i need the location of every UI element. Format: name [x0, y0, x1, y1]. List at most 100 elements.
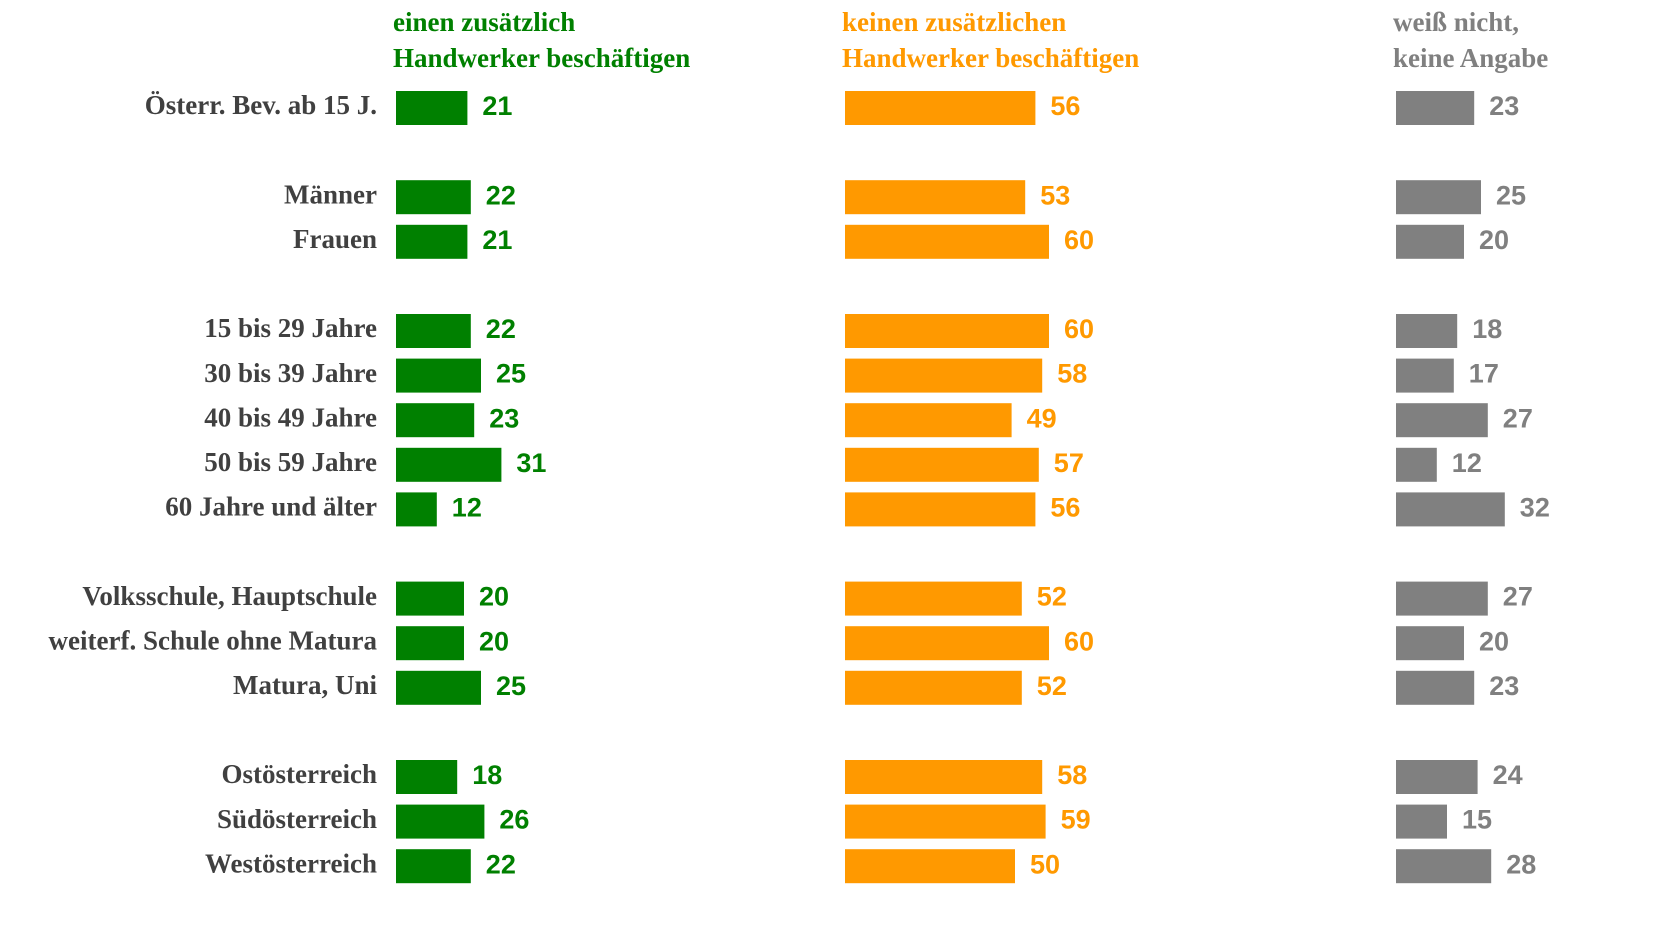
bar — [396, 358, 481, 393]
bar — [1396, 760, 1478, 794]
value-label: 52 — [1037, 582, 1067, 612]
bar — [845, 180, 1026, 215]
bar — [1396, 492, 1505, 527]
value-label: 58 — [1057, 760, 1087, 790]
bar — [396, 403, 475, 438]
bar — [396, 626, 464, 661]
value-label: 15 — [1462, 805, 1492, 835]
value-label: 20 — [1479, 626, 1509, 656]
value-label: 23 — [489, 403, 519, 433]
value-label: 59 — [1061, 805, 1091, 835]
bar — [396, 581, 464, 616]
value-label: 27 — [1503, 403, 1533, 433]
value-label: 31 — [516, 448, 546, 478]
bar — [396, 180, 471, 215]
value-label: 20 — [479, 626, 509, 656]
bar — [1396, 403, 1488, 438]
value-label: 56 — [1050, 493, 1080, 523]
bar — [845, 358, 1043, 393]
bar — [396, 314, 471, 348]
bar — [845, 804, 1046, 839]
category-label: 40 bis 49 Jahre — [204, 402, 377, 432]
value-label: 23 — [1489, 671, 1519, 701]
bar — [396, 224, 468, 259]
category-label: Frauen — [293, 224, 377, 254]
value-label: 18 — [1472, 314, 1502, 344]
bar — [1396, 581, 1488, 616]
bar — [845, 403, 1012, 438]
value-label: 12 — [452, 493, 482, 523]
value-label: 22 — [486, 314, 516, 344]
value-label: 20 — [479, 582, 509, 612]
bar — [396, 760, 458, 794]
value-label: 52 — [1037, 671, 1067, 701]
value-label: 22 — [486, 180, 516, 210]
value-label: 17 — [1469, 359, 1499, 389]
bar — [845, 492, 1036, 527]
category-label: 15 bis 29 Jahre — [204, 313, 377, 343]
bar — [845, 760, 1043, 794]
value-label: 49 — [1027, 403, 1057, 433]
value-label: 32 — [1520, 493, 1550, 523]
bar — [1396, 224, 1464, 259]
value-label: 50 — [1030, 849, 1060, 879]
category-label: 50 bis 59 Jahre — [204, 447, 377, 477]
bar — [845, 849, 1015, 884]
bar — [1396, 314, 1458, 348]
bar — [396, 492, 437, 527]
value-label: 12 — [1452, 448, 1482, 478]
bar — [1396, 849, 1492, 884]
bar — [396, 91, 468, 125]
value-label: 28 — [1506, 849, 1536, 879]
bar — [1396, 180, 1481, 215]
bar — [1396, 804, 1447, 839]
value-label: 21 — [482, 225, 512, 255]
bar — [845, 581, 1022, 616]
series-header: weiß nicht, keine Angabe — [1393, 7, 1549, 73]
category-label: Volksschule, Hauptschule — [82, 581, 377, 611]
bar — [845, 626, 1049, 661]
value-label: 60 — [1064, 225, 1094, 255]
value-label: 18 — [472, 760, 502, 790]
value-label: 26 — [499, 805, 529, 835]
category-label: Westösterreich — [205, 848, 377, 878]
value-label: 60 — [1064, 314, 1094, 344]
bar — [1396, 91, 1475, 125]
series-header: keinen zusätzlichen Handwerker beschäfti… — [842, 7, 1140, 73]
bar — [845, 447, 1039, 482]
value-label: 57 — [1054, 448, 1084, 478]
value-label: 22 — [486, 849, 516, 879]
category-label: Männer — [284, 179, 377, 209]
bar — [396, 670, 481, 705]
category-label: Matura, Uni — [233, 670, 377, 700]
bar — [845, 224, 1049, 259]
category-label: Südösterreich — [217, 804, 377, 834]
bar — [845, 670, 1022, 705]
category-label: 30 bis 39 Jahre — [204, 358, 377, 388]
value-label: 58 — [1057, 359, 1087, 389]
value-label: 60 — [1064, 626, 1094, 656]
bar — [396, 849, 471, 884]
bar — [845, 314, 1049, 348]
category-label: Österr. Bev. ab 15 J. — [145, 90, 377, 120]
value-label: 23 — [1489, 91, 1519, 121]
value-label: 56 — [1050, 91, 1080, 121]
bar — [396, 447, 502, 482]
bar — [845, 91, 1036, 125]
value-label: 21 — [482, 91, 512, 121]
category-label: 60 Jahre und älter — [165, 492, 377, 522]
bar — [396, 804, 485, 839]
bar — [1396, 358, 1454, 393]
bar — [1396, 447, 1437, 482]
category-label: Ostösterreich — [222, 759, 377, 789]
bar — [1396, 670, 1475, 705]
bar — [1396, 626, 1464, 661]
value-label: 20 — [1479, 225, 1509, 255]
value-label: 25 — [1496, 180, 1526, 210]
value-label: 27 — [1503, 582, 1533, 612]
value-label: 25 — [496, 359, 526, 389]
value-label: 24 — [1493, 760, 1523, 790]
value-label: 25 — [496, 671, 526, 701]
